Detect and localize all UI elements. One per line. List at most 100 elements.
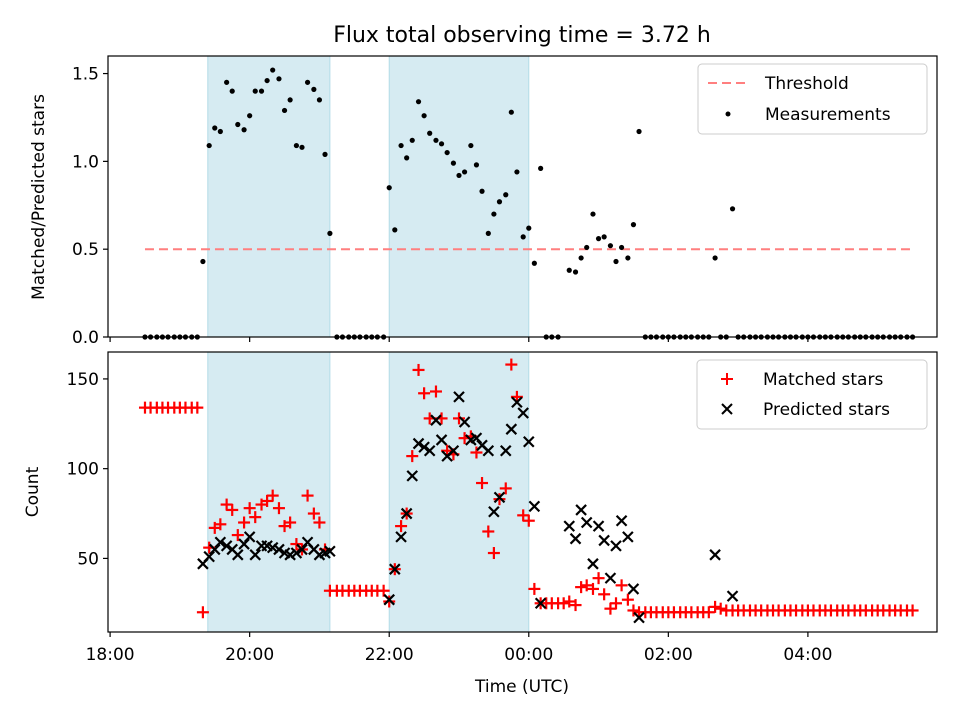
measurement-point <box>456 172 462 179</box>
measurement-point <box>433 137 439 143</box>
bottom-legend-box <box>696 359 928 430</box>
matched-star-point <box>476 477 489 490</box>
measurement-point <box>572 269 579 275</box>
x-axis-label: Time (UTC) <box>474 677 569 697</box>
legend-matched-swatch <box>721 373 733 385</box>
predicted-star-point <box>511 396 523 409</box>
top-y-tick-label: 1.0 <box>72 152 99 172</box>
top-legend: Threshold Measurements <box>697 63 928 135</box>
x-tick-label: 04:00 <box>783 645 832 665</box>
measurement-point <box>618 244 625 251</box>
matched-star-point <box>610 597 623 610</box>
measurement-point <box>520 234 526 240</box>
matched-star-point <box>226 503 239 516</box>
matched-star-point <box>482 525 495 538</box>
matched-star-point <box>487 547 500 560</box>
predicted-star-point <box>249 549 262 561</box>
predicted-star-point <box>598 534 610 547</box>
matched-star-point <box>395 520 408 533</box>
predicted-star-point <box>435 434 448 446</box>
matched-star-point <box>377 584 390 597</box>
measurement-point <box>729 206 736 212</box>
matched-star-point <box>249 511 262 524</box>
predicted-star-point <box>615 514 628 527</box>
predicted-star-point <box>208 543 221 556</box>
measurement-point <box>468 142 474 149</box>
bottom-shaded-regions <box>207 351 530 633</box>
measurement-point <box>327 230 333 236</box>
predicted-star-point <box>569 532 582 545</box>
matched-star-point <box>627 604 640 617</box>
measurement-point <box>304 79 311 85</box>
measurement-point <box>241 127 247 133</box>
predicted-star-point <box>447 444 460 457</box>
matched-star-point <box>301 489 314 502</box>
measurement-point <box>398 142 404 149</box>
predicted-star-point <box>395 531 407 543</box>
x-tick-label: 20:00 <box>225 645 274 665</box>
measurement-point <box>212 125 218 131</box>
measurement-point <box>601 234 607 240</box>
matched-star-point <box>307 507 320 520</box>
legend-predicted-label: Predicted stars <box>763 400 890 420</box>
measurement-point <box>270 67 276 73</box>
measurement-point <box>287 97 293 103</box>
predicted-star-point <box>534 597 547 610</box>
measurement-point <box>712 255 718 261</box>
measurement-point <box>613 258 619 265</box>
matched-star-point <box>604 602 617 615</box>
predicted-star-point <box>423 444 436 457</box>
matched-star-point <box>592 572 605 585</box>
measurement-point <box>276 76 282 82</box>
measurement-point <box>229 88 235 94</box>
bottom-x-ticks: 18:00 20:00 22:00 00:00 02:00 04:00 <box>86 632 832 665</box>
predicted-star-point <box>203 550 215 563</box>
top-y-ticks: 0.0 0.5 1.0 1.5 <box>72 65 108 348</box>
top-panel: 0.0 0.5 1.0 1.5 Matched/Predicted stars Thr… <box>29 55 938 348</box>
measurement-point <box>531 260 537 266</box>
measurement-point <box>415 99 422 105</box>
matched-star-point <box>429 385 442 398</box>
predicted-star-point <box>389 563 401 575</box>
matched-star-point <box>702 606 715 619</box>
matched-star-point <box>580 579 593 592</box>
matched-star-point <box>470 446 483 459</box>
predicted-star-point <box>505 423 518 435</box>
x-tick-label: 00:00 <box>504 645 553 665</box>
predicted-star-point <box>430 414 442 426</box>
top-y-tick-label: 0.0 <box>72 328 99 348</box>
matched-star-point <box>412 363 425 376</box>
measurement-point <box>322 151 328 157</box>
matched-star-point <box>191 401 204 414</box>
top-axes-frame <box>107 55 938 338</box>
measurement-point <box>316 97 323 103</box>
legend-measurements-label: Measurements <box>765 105 891 125</box>
measurement-point <box>421 113 427 119</box>
bottom-y-tick-label: 150 <box>67 370 99 390</box>
matched-star-point <box>272 502 285 515</box>
matched-star-point <box>615 579 628 592</box>
predicted-star-point <box>493 491 506 504</box>
measurement-point <box>630 222 637 228</box>
predicted-star-point <box>220 540 233 552</box>
matched-star-point <box>214 518 227 531</box>
predicted-star-point <box>324 545 336 558</box>
top-y-tick-label: 1.5 <box>72 65 99 85</box>
measurement-point <box>392 227 398 233</box>
top-legend-box <box>697 63 928 135</box>
measurement-point <box>526 225 532 231</box>
matched-star-point <box>266 489 279 502</box>
measurement-point <box>235 121 241 128</box>
bottom-y-ticks: 50 100 150 <box>67 370 108 569</box>
measurement-point <box>224 79 230 85</box>
matched-star-point <box>261 494 274 507</box>
predicted-star-point <box>214 536 227 549</box>
measurement-point <box>578 255 584 261</box>
matched-star-point <box>406 450 419 463</box>
x-tick-label: 22:00 <box>365 645 414 665</box>
predicted-star-point <box>622 531 634 543</box>
figure-title: Flux total observing time = 3.72 h <box>333 23 711 48</box>
predicted-star-point <box>604 572 617 584</box>
predicted-star-point <box>528 500 541 513</box>
